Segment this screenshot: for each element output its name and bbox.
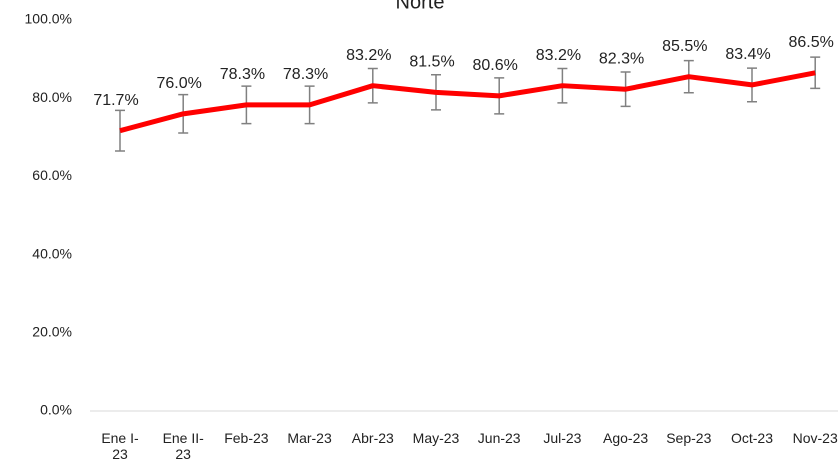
x-tick-label: Feb-23 <box>224 430 269 446</box>
data-label: 83.2% <box>346 47 391 64</box>
data-label: 78.3% <box>283 66 328 83</box>
y-tick-label: 20.0% <box>32 324 72 340</box>
x-tick-label: Ene II-23 <box>162 430 204 462</box>
data-label: 83.2% <box>536 47 581 64</box>
y-tick-label: 100.0% <box>25 11 72 27</box>
y-tick-label: 40.0% <box>32 245 72 261</box>
x-tick-label: Jun-23 <box>477 430 521 446</box>
x-tick-label: May-23 <box>412 430 460 446</box>
series-line <box>119 70 816 134</box>
y-tick-label: 0.0% <box>40 402 72 418</box>
x-tick-label: Jul-23 <box>543 430 582 446</box>
data-label: 82.3% <box>599 50 644 67</box>
x-tick-label: Ene I-23 <box>101 430 139 462</box>
y-tick-label: 60.0% <box>32 167 72 183</box>
data-label: 81.5% <box>409 54 454 71</box>
data-label: 83.4% <box>725 46 770 63</box>
x-tick-label: Ago-23 <box>603 430 649 446</box>
data-label: 86.5% <box>789 34 834 51</box>
chart-title: Norte <box>396 0 445 13</box>
x-tick-label: Nov-23 <box>792 430 838 446</box>
x-tick-label: Abr-23 <box>351 430 394 446</box>
data-label: 76.0% <box>157 75 202 92</box>
data-label: 80.6% <box>473 57 518 74</box>
data-label: 71.7% <box>93 92 138 109</box>
x-tick-label: Mar-23 <box>287 430 332 446</box>
x-tick-label: Oct-23 <box>730 430 773 446</box>
data-label: 85.5% <box>662 38 707 55</box>
y-tick-label: 80.0% <box>32 89 72 105</box>
x-tick-label: Sep-23 <box>666 430 712 446</box>
data-label: 78.3% <box>220 66 265 83</box>
